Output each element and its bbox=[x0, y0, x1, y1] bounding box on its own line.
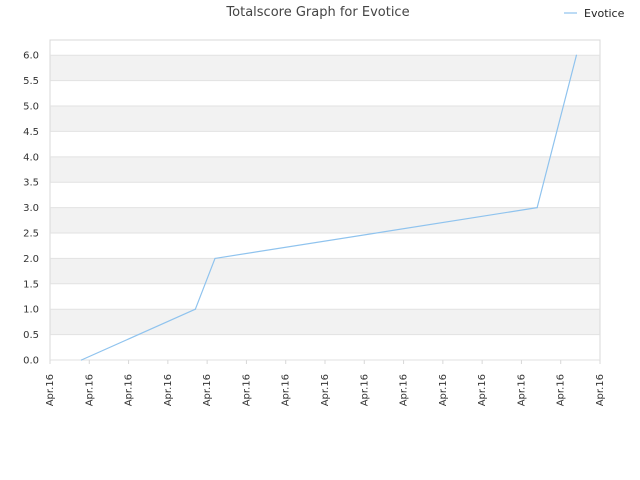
y-tick-label: 3.5 bbox=[23, 178, 39, 189]
y-tick-label: 1.5 bbox=[23, 279, 39, 290]
data-point bbox=[214, 257, 216, 260]
x-tick-label: Apr.16 bbox=[124, 374, 135, 406]
plot-area bbox=[49, 39, 601, 361]
grid-lines bbox=[50, 54, 600, 361]
plot-band bbox=[50, 40, 600, 56]
x-tick-label: Apr.16 bbox=[359, 374, 370, 406]
x-tick-label: Apr.16 bbox=[556, 374, 567, 406]
legend-label-evotice: Evotice bbox=[584, 7, 625, 20]
y-tick-label: 1.0 bbox=[23, 305, 39, 316]
plot-band bbox=[50, 207, 600, 234]
y-tick-label: 4.5 bbox=[23, 127, 39, 138]
plot-band bbox=[50, 106, 600, 132]
y-tick-label: 5.0 bbox=[23, 102, 39, 113]
data-point bbox=[80, 359, 83, 361]
plot-band bbox=[50, 55, 600, 81]
data-point bbox=[194, 308, 196, 310]
plot-band bbox=[50, 233, 600, 259]
chart-title: Totalscore Graph for Evotice bbox=[225, 5, 409, 20]
x-tick-label: Apr.16 bbox=[399, 374, 410, 406]
data-point bbox=[536, 207, 538, 209]
y-tick-label: 2.5 bbox=[23, 229, 39, 240]
y-tick-label: 2.0 bbox=[23, 254, 39, 265]
x-tick-label: Apr.16 bbox=[241, 374, 252, 406]
y-tick-label: 0.0 bbox=[23, 356, 39, 367]
x-tick-label: Apr.16 bbox=[45, 374, 56, 406]
x-tick-label: Apr.16 bbox=[516, 374, 527, 406]
x-axis: Apr.16 Apr.16 Apr.16 Apr.16 Apr.16 Apr.16 Apr.… bbox=[45, 360, 606, 406]
plot-band bbox=[50, 131, 600, 157]
series-evotice bbox=[80, 54, 578, 361]
data-point bbox=[575, 54, 578, 56]
plot-band bbox=[50, 182, 600, 208]
x-tick-label: Apr.16 bbox=[595, 374, 606, 406]
x-tick-label: Apr.16 bbox=[202, 374, 213, 406]
plot-band bbox=[50, 80, 600, 107]
y-tick-label: 6.0 bbox=[23, 51, 39, 62]
plot-band bbox=[50, 334, 600, 360]
x-tick-label: Apr.16 bbox=[163, 374, 174, 406]
plot-band bbox=[50, 156, 600, 183]
x-tick-label: Apr.16 bbox=[84, 374, 95, 406]
y-axis: 0.0 0.5 1.0 1.5 2.0 2.5 3.0 3.5 4.0 4.5 5.0 5.5 6.0 bbox=[23, 51, 39, 367]
y-tick-label: 3.0 bbox=[23, 203, 39, 214]
y-tick-label: 4.0 bbox=[23, 152, 39, 163]
plot-band bbox=[50, 309, 600, 335]
y-tick-label: 5.5 bbox=[23, 76, 39, 87]
x-tick-label: Apr.16 bbox=[438, 374, 449, 406]
y-tick-label: 0.5 bbox=[23, 330, 39, 341]
legend: Evotice bbox=[564, 7, 625, 20]
plot-band bbox=[50, 283, 600, 310]
plot-band bbox=[50, 258, 600, 284]
x-tick-label: Apr.16 bbox=[281, 374, 292, 406]
x-tick-label: Apr.16 bbox=[320, 374, 331, 406]
x-tick-label: Apr.16 bbox=[477, 374, 488, 406]
